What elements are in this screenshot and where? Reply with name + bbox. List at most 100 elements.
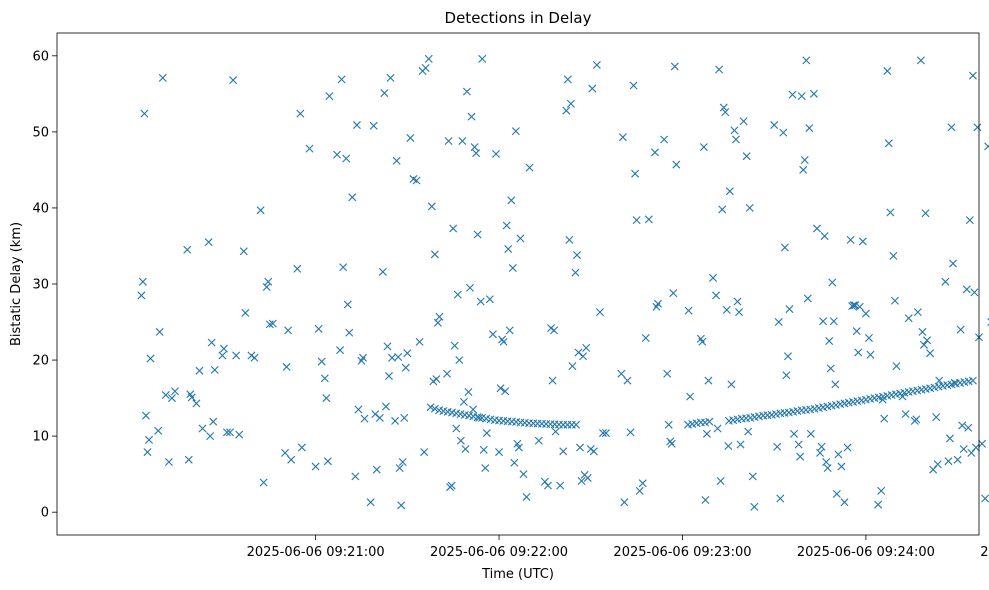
data-point (949, 259, 958, 268)
data-point (820, 232, 829, 241)
data-point (366, 498, 375, 507)
data-point (568, 362, 577, 371)
data-point (806, 429, 815, 438)
data-point (779, 128, 788, 137)
data-point (250, 353, 259, 362)
data-point (430, 250, 439, 259)
data-point (782, 371, 791, 380)
data-point (822, 457, 831, 466)
data-point (724, 442, 733, 450)
data-point (522, 492, 531, 501)
data-point (926, 349, 935, 358)
data-point (736, 440, 745, 449)
data-point (420, 448, 429, 457)
data-point (577, 477, 586, 485)
data-point (803, 294, 812, 303)
data-point (641, 334, 650, 342)
data-point (617, 369, 626, 378)
data-point (632, 216, 641, 225)
data-point (161, 391, 170, 400)
data-point (582, 343, 591, 352)
data-point (797, 92, 806, 101)
data-point (514, 443, 523, 452)
data-point (359, 353, 367, 362)
data-point (583, 473, 592, 482)
data-point (447, 481, 456, 490)
data-point (826, 364, 835, 373)
data-point (932, 413, 941, 422)
data-point (481, 464, 490, 473)
data-point (488, 330, 497, 339)
data-point (623, 376, 632, 385)
data-point (750, 502, 759, 511)
x-tick-label: 2025-06-06 09:23:00 (613, 545, 751, 560)
data-point (861, 309, 870, 318)
x-axis: 2025-06-06 09:21:00 2025-06-06 09:22:00 20… (247, 535, 989, 560)
y-tick-label: 40 (32, 201, 49, 216)
data-point (816, 448, 825, 457)
data-point (485, 295, 494, 304)
data-point (866, 350, 875, 359)
data-point (421, 63, 430, 72)
data-point (744, 427, 753, 436)
data-point (430, 404, 439, 413)
data-point (884, 139, 893, 148)
data-point (788, 90, 797, 99)
data-point (667, 439, 676, 448)
data-point (745, 203, 754, 212)
data-point (574, 348, 583, 357)
data-point (837, 462, 846, 471)
data-markers (137, 54, 989, 511)
data-point (562, 106, 571, 115)
data-point (968, 376, 977, 385)
data-point (381, 402, 390, 411)
data-point (369, 121, 378, 130)
data-point (209, 417, 218, 426)
data-point (239, 247, 248, 256)
data-point (171, 387, 179, 396)
data-point (825, 337, 834, 346)
data-point (944, 457, 953, 466)
data-point (403, 349, 412, 358)
data-point (709, 273, 718, 282)
data-point (933, 460, 942, 469)
data-point (712, 291, 721, 300)
data-point (222, 428, 231, 437)
data-point (731, 135, 740, 144)
data-point (785, 305, 794, 314)
data-point (823, 464, 832, 473)
x-tick-label: 2025-06-06 09:22:00 (430, 545, 568, 560)
data-point (264, 277, 273, 286)
data-point (505, 326, 514, 335)
data-point (852, 327, 861, 336)
data-point (452, 424, 461, 433)
data-point (155, 327, 164, 336)
data-point (817, 442, 826, 451)
data-point (320, 374, 329, 383)
data-point (386, 73, 395, 82)
data-point (548, 376, 557, 385)
data-point (192, 399, 201, 408)
data-point (507, 196, 516, 205)
data-point (325, 92, 334, 101)
data-point (140, 109, 149, 118)
x-tick-label: 2025-06-06 09:21:00 (247, 545, 385, 560)
data-point (198, 424, 207, 433)
data-point (919, 340, 928, 349)
data-point (265, 320, 274, 329)
y-tick-label: 50 (32, 125, 49, 140)
data-point (890, 296, 899, 305)
y-tick-label: 20 (32, 354, 49, 369)
data-point (705, 417, 714, 426)
data-point (167, 394, 176, 403)
data-point (962, 285, 971, 294)
data-point (314, 324, 323, 333)
data-point (796, 452, 805, 461)
data-point (956, 325, 965, 334)
data-point (287, 455, 296, 464)
data-point (462, 87, 471, 96)
data-point (385, 372, 393, 381)
data-point (336, 346, 345, 355)
data-point (464, 388, 473, 396)
